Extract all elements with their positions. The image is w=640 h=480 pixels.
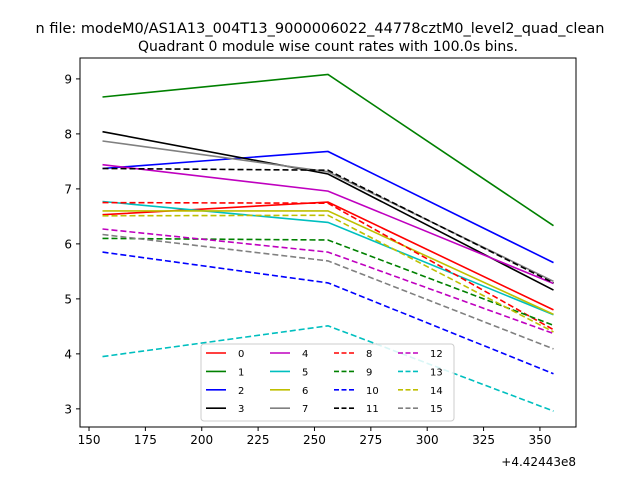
legend-item-12: 12 [398, 349, 443, 360]
legend-item-1: 1 [206, 367, 244, 378]
legend-label: 10 [366, 386, 379, 397]
y-tick-label: 6 [64, 237, 72, 251]
chart-title: Quadrant 0 module wise count rates with … [138, 39, 518, 55]
legend-label: 1 [238, 367, 244, 378]
legend-label: 5 [302, 367, 308, 378]
legend-label: 3 [238, 404, 244, 415]
x-tick-label: 275 [359, 433, 382, 447]
legend-item-5: 5 [270, 367, 308, 378]
legend-item-3: 3 [206, 404, 244, 415]
legend-label: 8 [366, 349, 372, 360]
legend-item-4: 4 [270, 349, 308, 360]
legend-item-10: 10 [334, 386, 379, 397]
figure-suptitle: n file: modeM0/AS1A13_004T13_9000006022_… [36, 21, 605, 37]
y-tick-label: 5 [64, 292, 72, 306]
y-tick-label: 9 [64, 72, 72, 86]
x-axis: 150 175 200 225 250 275 300 325 350 [78, 427, 551, 447]
x-tick-label: 250 [303, 433, 326, 447]
series-13-line [102, 324, 554, 412]
series-1-line [102, 73, 554, 227]
x-tick-label: 225 [247, 433, 270, 447]
series-11-line [102, 167, 554, 284]
legend-item-6: 6 [270, 386, 308, 397]
series-15-line [102, 233, 554, 350]
axes-frame [79, 57, 577, 428]
x-tick-label: 200 [190, 433, 213, 447]
legend-label: 15 [430, 404, 443, 415]
legend-box [200, 343, 455, 422]
series-10-line [102, 251, 554, 375]
series-3-line [102, 130, 554, 291]
series-8-line [102, 201, 554, 331]
legend-label: 7 [302, 404, 308, 415]
x-tick-label: 175 [134, 433, 157, 447]
series-6-line [102, 210, 554, 316]
series-4-line [102, 163, 554, 285]
series-9-line [102, 237, 554, 327]
legend-label: 2 [238, 386, 244, 397]
legend-item-0: 0 [206, 349, 244, 360]
legend-item-9: 9 [334, 367, 372, 378]
y-tick-label: 8 [64, 127, 72, 141]
series-12-line [102, 228, 554, 335]
legend-label: 14 [430, 386, 443, 397]
legend-item-2: 2 [206, 386, 244, 397]
legend-item-14: 14 [398, 386, 443, 397]
x-tick-label: 150 [78, 433, 101, 447]
y-tick-label: 4 [64, 347, 72, 361]
legend-label: 12 [430, 349, 443, 360]
y-tick-label: 7 [64, 182, 72, 196]
legend-label: 13 [430, 367, 443, 378]
legend-label: 6 [302, 386, 308, 397]
x-tick-label: 350 [528, 433, 551, 447]
legend-item-11: 11 [334, 404, 379, 415]
y-tick-label: 3 [64, 402, 72, 416]
legend-label: 11 [366, 404, 379, 415]
series-2-line [102, 150, 554, 264]
legend-label: 0 [238, 349, 244, 360]
legend-item-7: 7 [270, 404, 308, 415]
legend-item-15: 15 [398, 404, 443, 415]
series-lines [102, 73, 554, 412]
series-7-line [102, 140, 554, 283]
x-tick-label: 325 [472, 433, 495, 447]
x-axis-offset-label: +4.42443e8 [501, 455, 576, 469]
legend-item-8: 8 [334, 349, 372, 360]
legend-label: 4 [302, 349, 308, 360]
legend-item-13: 13 [398, 367, 443, 378]
y-axis: 3 4 5 6 7 8 9 [64, 72, 80, 416]
series-14-line [102, 214, 554, 333]
series-5-line [102, 200, 554, 316]
legend-label: 9 [366, 367, 372, 378]
x-tick-label: 300 [416, 433, 439, 447]
